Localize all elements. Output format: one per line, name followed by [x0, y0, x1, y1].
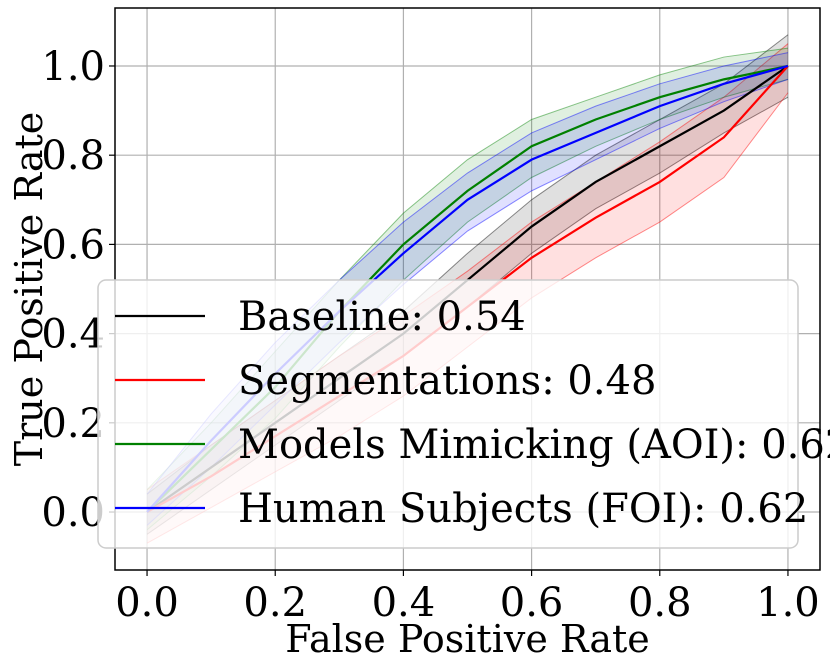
- y-tick-label: 1.0: [41, 44, 105, 90]
- y-tick-label: 0.8: [41, 133, 105, 179]
- axis-ticks: 0.0 0.2 0.4 0.6 0.8 1.0 0.0 0.2 0.4 0.6 0.8 1.0: [41, 44, 819, 626]
- y-tick-label: 0.6: [41, 222, 105, 268]
- legend-label: Human Subjects (FOI): 0.62: [238, 486, 808, 532]
- x-tick-label: 0.0: [115, 580, 179, 626]
- legend-label: Baseline: 0.54: [238, 294, 526, 340]
- legend-label: Segmentations: 0.48: [238, 358, 656, 404]
- band-models-mimicking-aoi-: [147, 48, 788, 530]
- x-tick-label: 0.4: [372, 580, 436, 626]
- band-human-subjects-foi-: [147, 52, 788, 526]
- y-axis-label: True Positive Rate: [7, 112, 51, 466]
- y-tick-label: 0.2: [41, 401, 105, 447]
- x-tick-label: 1.0: [756, 580, 820, 626]
- y-tick-label: 0.4: [41, 312, 105, 358]
- x-axis-label: False Positive Rate: [285, 617, 650, 661]
- x-tick-label: 0.2: [243, 580, 307, 626]
- x-tick-label: 0.8: [628, 580, 692, 626]
- x-tick-label: 0.6: [500, 580, 564, 626]
- y-tick-label: 0.0: [41, 490, 105, 536]
- legend-box: [97, 279, 799, 549]
- legend: Baseline: 0.54 Segmentations: 0.48 Models …: [97, 279, 830, 549]
- legend-label: Models Mimicking (AOI): 0.62: [238, 422, 830, 468]
